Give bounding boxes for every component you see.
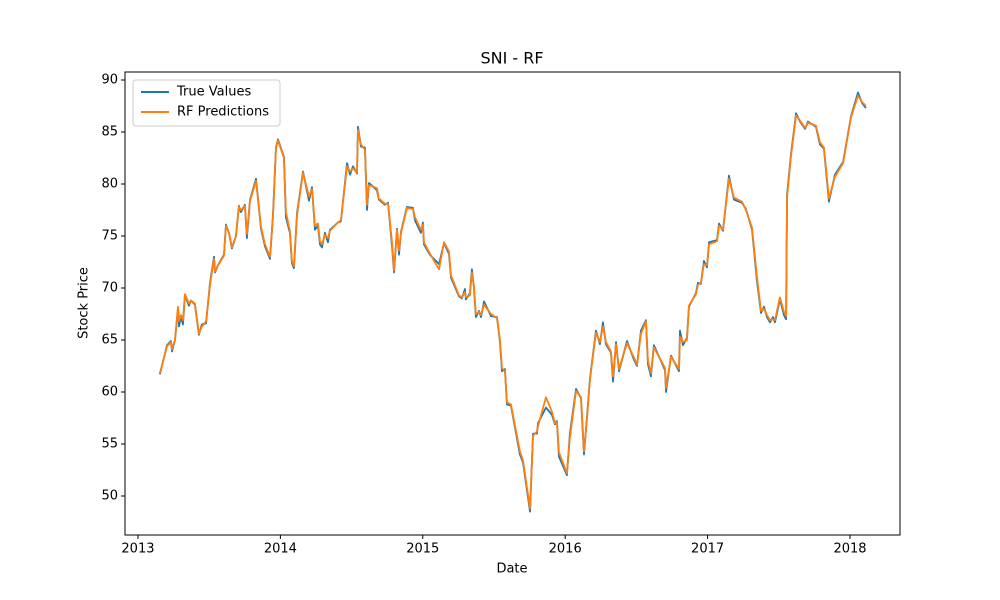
data-line xyxy=(159,94,867,510)
y-tick-label: 70 xyxy=(101,281,118,296)
y-tick-label: 75 xyxy=(101,229,118,244)
y-tick-label: 80 xyxy=(101,177,118,192)
chart-title: SNI - RF xyxy=(480,49,543,68)
y-tick-label: 65 xyxy=(101,333,118,348)
y-tick-label: 50 xyxy=(101,489,118,504)
x-tick-label: 2017 xyxy=(691,542,724,557)
x-axis-label: Date xyxy=(496,562,527,577)
y-tick-label: 55 xyxy=(101,437,118,452)
y-tick-label: 85 xyxy=(101,125,118,140)
x-tick-label: 2015 xyxy=(406,542,439,557)
x-tick-label: 2014 xyxy=(264,542,297,557)
y-tick-label: 90 xyxy=(101,73,118,88)
y-axis-label: Stock Price xyxy=(77,267,92,339)
legend: True Values RF Predictions xyxy=(132,79,281,127)
x-tick-label: 2016 xyxy=(549,542,582,557)
plot-frame xyxy=(124,71,901,536)
legend-label: RF Predictions xyxy=(177,105,269,120)
legend-box xyxy=(132,79,281,127)
x-tick-label: 2013 xyxy=(121,542,154,557)
y-tick-label: 60 xyxy=(101,385,118,400)
legend-label: True Values xyxy=(176,85,251,100)
x-tick-label: 2018 xyxy=(833,542,866,557)
